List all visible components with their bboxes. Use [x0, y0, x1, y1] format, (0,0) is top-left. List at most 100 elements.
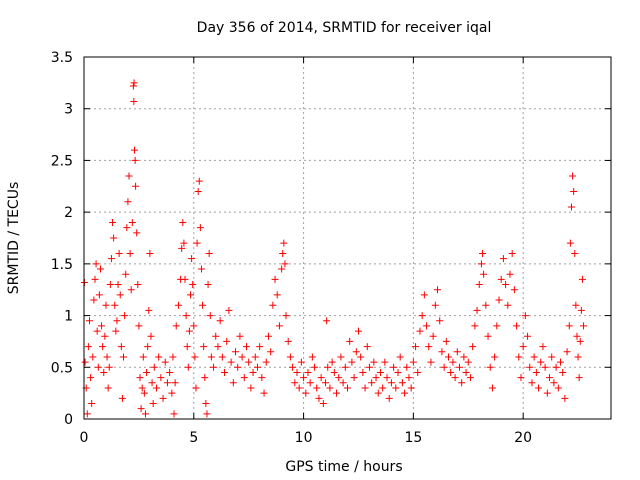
data-point — [145, 306, 153, 314]
data-point — [515, 353, 523, 361]
x-tick-label: 20 — [514, 430, 532, 446]
data-point — [550, 379, 558, 387]
data-point — [120, 353, 128, 361]
data-point — [438, 348, 446, 356]
data-point — [517, 374, 525, 382]
data-point — [275, 322, 283, 330]
data-point — [144, 343, 152, 351]
data-point — [214, 343, 222, 351]
data-point — [152, 384, 160, 392]
data-point — [196, 224, 204, 232]
x-axis-label: GPS time / hours — [285, 459, 402, 475]
y-tick-label: 0 — [64, 412, 73, 428]
data-point — [573, 332, 581, 340]
data-point — [98, 322, 106, 330]
data-point — [87, 374, 95, 382]
data-point — [181, 275, 189, 283]
data-point — [179, 218, 187, 226]
data-point — [504, 301, 512, 309]
data-point — [567, 203, 575, 211]
data-point — [251, 353, 259, 361]
data-point — [100, 368, 108, 376]
y-tick-label: 1 — [64, 309, 73, 325]
data-point — [172, 322, 180, 330]
data-point — [113, 317, 121, 325]
data-point — [528, 379, 536, 387]
data-point — [363, 343, 371, 351]
data-point — [469, 343, 477, 351]
data-point — [168, 389, 176, 397]
data-point — [319, 399, 327, 407]
data-point — [238, 353, 246, 361]
data-point — [200, 343, 208, 351]
data-point — [510, 286, 518, 294]
data-point — [381, 358, 389, 366]
data-point — [488, 384, 496, 392]
data-point — [192, 384, 200, 392]
data-point — [403, 363, 411, 371]
data-point — [405, 374, 413, 382]
data-point — [414, 368, 422, 376]
data-point — [94, 363, 102, 371]
data-point — [418, 312, 426, 320]
data-point — [374, 389, 382, 397]
data-point — [182, 312, 190, 320]
data-point — [279, 250, 287, 258]
data-point — [118, 394, 126, 402]
data-point — [387, 379, 395, 387]
data-point — [416, 327, 424, 335]
data-point — [163, 379, 171, 387]
data-point — [519, 343, 527, 351]
data-point — [368, 379, 376, 387]
data-point — [195, 177, 203, 185]
data-point — [425, 343, 433, 351]
grid-layer — [84, 57, 611, 419]
data-point — [135, 322, 143, 330]
data-point — [352, 348, 360, 356]
data-point — [194, 187, 202, 195]
data-point — [548, 353, 556, 361]
data-point — [333, 389, 341, 397]
data-point — [575, 374, 583, 382]
data-point — [302, 389, 310, 397]
data-point — [495, 296, 503, 304]
data-point — [203, 410, 211, 418]
data-point — [473, 306, 481, 314]
data-point — [205, 250, 213, 258]
data-point — [81, 358, 89, 366]
data-point — [267, 348, 275, 356]
data-point — [300, 374, 308, 382]
data-point — [229, 379, 237, 387]
data-point — [577, 306, 585, 314]
data-point — [445, 353, 453, 361]
data-point — [526, 363, 534, 371]
data-point — [110, 234, 118, 242]
data-point — [109, 218, 117, 226]
data-point — [574, 353, 582, 361]
data-point — [95, 291, 103, 299]
x-tick-label: 15 — [404, 430, 422, 446]
data-point — [99, 343, 107, 351]
data-point — [148, 379, 156, 387]
data-point — [427, 358, 435, 366]
data-point — [256, 343, 264, 351]
data-point — [546, 374, 554, 382]
data-point — [96, 265, 104, 273]
data-point — [462, 368, 470, 376]
data-point — [130, 79, 138, 87]
data-point — [471, 322, 479, 330]
y-tick-label: 3 — [64, 102, 73, 118]
data-point — [460, 353, 468, 361]
data-point — [245, 358, 253, 366]
data-point — [578, 275, 586, 283]
data-point — [89, 353, 97, 361]
data-point — [398, 379, 406, 387]
data-point — [330, 368, 338, 376]
data-point — [372, 374, 380, 382]
data-point — [204, 281, 212, 289]
data-point — [491, 353, 499, 361]
data-point — [280, 239, 288, 247]
data-point — [530, 353, 538, 361]
data-point — [169, 353, 177, 361]
data-point — [541, 363, 549, 371]
